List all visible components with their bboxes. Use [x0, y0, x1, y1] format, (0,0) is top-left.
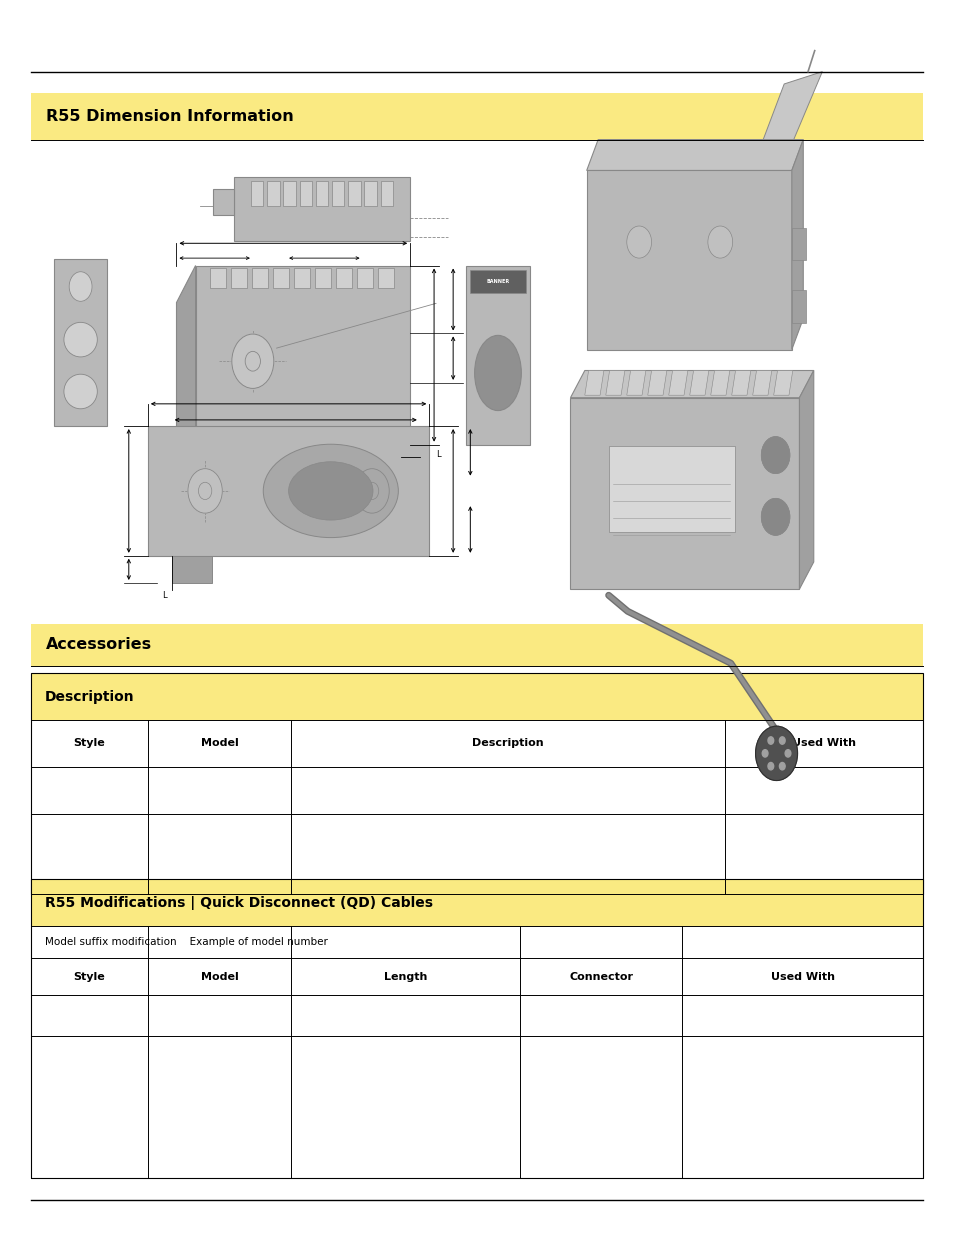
Polygon shape: [570, 370, 813, 398]
Bar: [30, 624, 923, 666]
Ellipse shape: [263, 445, 398, 537]
Bar: [377, 268, 394, 288]
Bar: [233, 177, 410, 241]
Circle shape: [767, 737, 773, 745]
Polygon shape: [731, 370, 750, 395]
Ellipse shape: [64, 374, 97, 409]
Bar: [380, 182, 393, 205]
Bar: [314, 268, 331, 288]
Polygon shape: [626, 370, 645, 395]
Bar: [54, 259, 107, 426]
Bar: [210, 268, 226, 288]
Bar: [172, 556, 212, 583]
Text: R55 Modifications | Quick Disconnect (QD) Cables: R55 Modifications | Quick Disconnect (QD…: [45, 895, 433, 910]
Bar: [348, 182, 360, 205]
Bar: [30, 879, 923, 926]
Polygon shape: [689, 370, 708, 395]
Bar: [465, 266, 530, 445]
Bar: [586, 170, 791, 350]
Polygon shape: [799, 370, 813, 589]
Polygon shape: [605, 370, 624, 395]
Polygon shape: [791, 140, 802, 350]
Bar: [267, 182, 279, 205]
Bar: [335, 268, 352, 288]
Polygon shape: [773, 370, 792, 395]
Text: BANNER: BANNER: [486, 279, 509, 284]
Text: Style: Style: [73, 972, 105, 982]
Polygon shape: [762, 72, 821, 140]
Bar: [148, 426, 429, 556]
Circle shape: [188, 468, 222, 514]
Circle shape: [784, 750, 790, 757]
Bar: [213, 189, 233, 215]
Bar: [570, 398, 799, 589]
Circle shape: [70, 272, 91, 301]
Circle shape: [760, 498, 789, 536]
Text: R55 Dimension Information: R55 Dimension Information: [46, 109, 294, 124]
Bar: [252, 268, 268, 288]
Ellipse shape: [288, 462, 373, 520]
Circle shape: [761, 750, 767, 757]
Bar: [231, 268, 247, 288]
Bar: [195, 266, 410, 445]
Circle shape: [355, 468, 389, 514]
Bar: [273, 268, 289, 288]
Text: Model: Model: [200, 739, 238, 748]
Circle shape: [707, 226, 732, 258]
Bar: [791, 227, 805, 261]
Bar: [608, 446, 734, 531]
Polygon shape: [668, 370, 687, 395]
Bar: [251, 182, 263, 205]
Bar: [470, 270, 525, 293]
Text: Style: Style: [73, 739, 105, 748]
Text: L: L: [162, 590, 167, 600]
Circle shape: [626, 226, 651, 258]
Bar: [356, 268, 373, 288]
Text: Model suffix modification    Example of model number: Model suffix modification Example of mod…: [45, 937, 328, 947]
Bar: [30, 879, 923, 1178]
Bar: [283, 182, 295, 205]
Text: Description: Description: [45, 689, 134, 704]
Bar: [315, 182, 328, 205]
Polygon shape: [752, 370, 771, 395]
Circle shape: [232, 335, 274, 388]
Text: Accessories: Accessories: [46, 637, 152, 652]
Ellipse shape: [475, 336, 520, 410]
Polygon shape: [710, 370, 729, 395]
Text: Used With: Used With: [770, 972, 834, 982]
Polygon shape: [647, 370, 666, 395]
Bar: [195, 445, 233, 472]
Ellipse shape: [64, 322, 97, 357]
Circle shape: [779, 762, 784, 769]
Bar: [791, 290, 805, 322]
Circle shape: [755, 726, 797, 781]
Text: Length: Length: [383, 972, 427, 982]
Circle shape: [767, 762, 773, 769]
Bar: [332, 182, 344, 205]
Text: L: L: [436, 450, 440, 459]
Polygon shape: [584, 370, 603, 395]
Text: Used With: Used With: [791, 739, 856, 748]
Polygon shape: [586, 140, 802, 170]
Bar: [30, 673, 923, 894]
Text: Connector: Connector: [568, 972, 633, 982]
Circle shape: [779, 737, 784, 745]
Text: Description: Description: [472, 739, 543, 748]
Bar: [30, 720, 923, 767]
Bar: [299, 182, 312, 205]
Text: Model: Model: [200, 972, 238, 982]
Polygon shape: [176, 266, 195, 445]
Bar: [364, 182, 376, 205]
Bar: [30, 673, 923, 720]
Bar: [294, 268, 310, 288]
Circle shape: [760, 437, 789, 473]
Bar: [30, 93, 923, 140]
